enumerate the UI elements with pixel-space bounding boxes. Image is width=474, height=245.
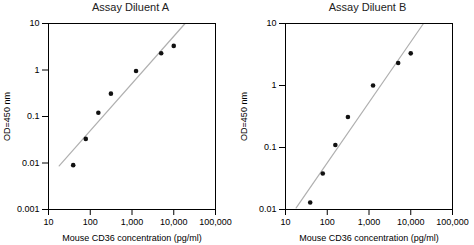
svg-text:10: 10 [266,18,276,28]
svg-text:0.1: 0.1 [27,111,40,121]
svg-text:Mouse CD36 concentration (pg/m: Mouse CD36 concentration (pg/ml) [62,233,202,243]
svg-text:10: 10 [280,217,290,227]
html-text:Assay Diluent A: Assay Diluent A [92,1,169,13]
svg-text:0.1: 0.1 [264,142,277,152]
svg-text:100: 100 [83,217,98,227]
svg-text:10,000: 10,000 [397,217,425,227]
svg-text:0.01: 0.01 [22,158,40,168]
svg-text:1,000: 1,000 [121,217,144,227]
svg-text:10: 10 [29,18,39,28]
svg-text:0.001: 0.001 [17,204,40,214]
svg-text:10,000: 10,000 [160,217,188,227]
svg-text:1: 1 [271,80,276,90]
svg-text:1,000: 1,000 [358,217,381,227]
svg-text:0.01: 0.01 [259,204,277,214]
svg-text:1: 1 [34,65,39,75]
svg-text:OD=450 nm: OD=450 nm [2,92,12,141]
html-text:Assay Diluent B: Assay Diluent B [328,1,407,13]
svg-text:OD=450 nm: OD=450 nm [239,92,249,141]
svg-text:100,000: 100,000 [436,217,469,227]
svg-text:10: 10 [43,217,53,227]
svg-text:Mouse CD36 concentration (pg/m: Mouse CD36 concentration (pg/ml) [299,233,439,243]
svg-text:100: 100 [320,217,335,227]
svg-text:100,000: 100,000 [199,217,232,227]
